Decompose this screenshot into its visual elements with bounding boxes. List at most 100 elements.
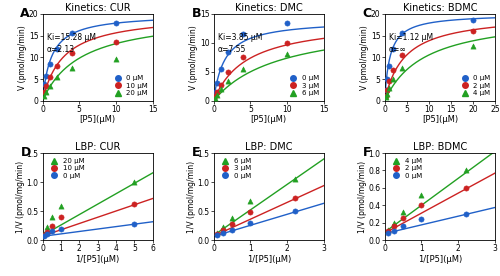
X-axis label: 1/[P5](μM): 1/[P5](μM) <box>76 255 120 264</box>
X-axis label: [P5](μM): [P5](μM) <box>250 115 287 124</box>
Point <box>219 225 227 230</box>
X-axis label: [P5](μM): [P5](μM) <box>422 115 458 124</box>
Point <box>290 209 298 213</box>
X-axis label: [P5](μM): [P5](μM) <box>80 115 116 124</box>
Point <box>213 93 221 97</box>
Text: Ki=1.12 μM
α=∞: Ki=1.12 μM α=∞ <box>389 33 433 54</box>
Point <box>213 233 221 238</box>
Point <box>213 232 221 237</box>
Point <box>385 64 393 68</box>
Point <box>382 93 390 98</box>
Point <box>224 49 232 54</box>
Y-axis label: 1/V (pmol/mg/min): 1/V (pmol/mg/min) <box>358 161 367 233</box>
Point <box>57 215 65 219</box>
Point <box>217 83 225 87</box>
Point <box>57 226 65 231</box>
Y-axis label: 1/V (pmol/mg/min): 1/V (pmol/mg/min) <box>16 161 25 233</box>
Point <box>130 202 138 206</box>
Point <box>382 95 390 100</box>
Point <box>390 68 398 73</box>
Point <box>462 212 469 216</box>
X-axis label: 1/[P5](μM): 1/[P5](μM) <box>246 255 291 264</box>
Point <box>390 221 398 225</box>
Point <box>212 96 220 100</box>
Point <box>212 94 220 99</box>
Text: C: C <box>362 7 372 20</box>
Point <box>40 232 48 237</box>
Point <box>48 229 56 233</box>
Text: B: B <box>192 7 201 20</box>
Point <box>283 52 291 57</box>
Point <box>418 203 426 208</box>
Point <box>48 223 56 228</box>
Point <box>224 70 232 74</box>
Point <box>68 66 76 70</box>
Point <box>53 46 61 51</box>
Point <box>383 92 391 97</box>
Text: Ki=15.28 μM
α=2.13: Ki=15.28 μM α=2.13 <box>47 33 96 54</box>
Legend: 6 μM, 3 μM, 0 μM: 6 μM, 3 μM, 0 μM <box>217 156 252 180</box>
Point <box>68 51 76 55</box>
Point <box>43 232 51 237</box>
Point <box>46 75 54 79</box>
Title: Kinetics: BDMC: Kinetics: BDMC <box>402 3 477 13</box>
Point <box>390 224 398 229</box>
Text: A: A <box>20 7 30 20</box>
Text: Ki=3.85 μM
α=7.55: Ki=3.85 μM α=7.55 <box>218 33 262 54</box>
Point <box>239 55 247 60</box>
Point <box>112 57 120 62</box>
Legend: 0 μM, 2 μM, 4 μM: 0 μM, 2 μM, 4 μM <box>456 74 492 97</box>
Point <box>46 62 54 66</box>
Legend: 20 μM, 10 μM, 0 μM: 20 μM, 10 μM, 0 μM <box>46 156 86 180</box>
Point <box>53 64 61 68</box>
Point <box>390 228 398 233</box>
Point <box>283 41 291 45</box>
Point <box>398 53 406 57</box>
Point <box>40 234 48 238</box>
Legend: 0 μM, 10 μM, 20 μM: 0 μM, 10 μM, 20 μM <box>110 74 150 97</box>
Point <box>130 180 138 184</box>
Point <box>40 90 48 94</box>
X-axis label: 1/[P5](μM): 1/[P5](μM) <box>418 255 462 264</box>
Point <box>112 20 120 25</box>
Title: Kinetics: CUR: Kinetics: CUR <box>65 3 130 13</box>
Point <box>212 90 220 94</box>
Point <box>246 221 254 225</box>
Point <box>239 32 247 36</box>
Point <box>383 77 391 81</box>
Point <box>219 228 227 232</box>
Point <box>399 224 407 229</box>
Point <box>283 20 291 25</box>
Point <box>40 233 48 238</box>
Point <box>217 87 225 91</box>
Point <box>42 83 50 88</box>
Legend: 4 μM, 2 μM, 0 μM: 4 μM, 2 μM, 0 μM <box>388 156 424 180</box>
Point <box>68 31 76 36</box>
Y-axis label: V (pmol/mg/min): V (pmol/mg/min) <box>190 25 198 90</box>
Point <box>384 229 392 233</box>
Point <box>384 227 392 232</box>
Point <box>385 79 393 83</box>
Title: LBP: DMC: LBP: DMC <box>245 142 292 152</box>
Point <box>418 217 426 221</box>
Point <box>469 44 477 49</box>
Title: LBP: BDMC: LBP: BDMC <box>412 142 467 152</box>
Point <box>290 177 298 181</box>
Point <box>385 86 393 90</box>
Point <box>390 46 398 51</box>
Point <box>213 231 221 235</box>
Point <box>42 90 50 94</box>
Point <box>462 186 469 190</box>
Point <box>239 67 247 71</box>
Point <box>462 168 469 173</box>
Point <box>217 67 225 71</box>
Point <box>246 198 254 203</box>
Point <box>290 196 298 201</box>
Point <box>46 83 54 88</box>
Point <box>469 18 477 23</box>
Y-axis label: V (pmol/mg/min): V (pmol/mg/min) <box>18 25 28 90</box>
Point <box>42 73 50 78</box>
Point <box>390 77 398 81</box>
Point <box>219 231 227 235</box>
Point <box>228 216 236 220</box>
